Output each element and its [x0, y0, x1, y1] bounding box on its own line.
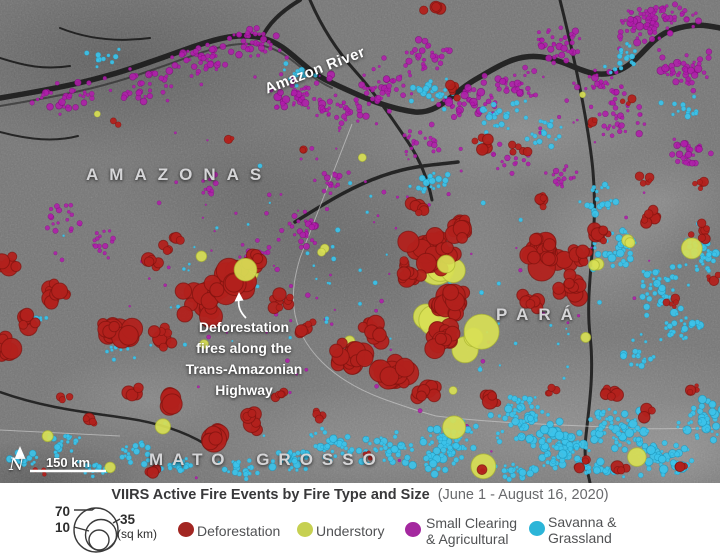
- annotation-arrow-icon: [234, 292, 247, 319]
- north-arrow-label: N: [9, 455, 24, 475]
- legend-label-deforestation: Deforestation: [197, 523, 281, 539]
- north-arrow-icon: [14, 446, 26, 459]
- legend-label-understory: Understory: [316, 523, 385, 539]
- highway-fires-annotation: Deforestation fires along the Trans-Amaz…: [185, 319, 303, 398]
- satellite-basemap: AMAZONAS PARÁ MATO GROSSO Amazon River D…: [0, 0, 720, 483]
- small-clearing-swatch-icon: [405, 522, 421, 537]
- figure-title-main: VIIRS Active Fire Events by Fire Type an…: [111, 487, 430, 503]
- figure-title: VIIRS Active Fire Events by Fire Type an…: [0, 487, 720, 503]
- understory-swatch-icon: [297, 522, 313, 537]
- state-label-amazonas: AMAZONAS: [86, 165, 273, 184]
- figure-title-period: (June 1 - August 16, 2020): [437, 487, 609, 503]
- size-label-70: 70: [55, 504, 71, 519]
- map-graphics: [0, 0, 720, 483]
- state-label-para: PARÁ: [496, 305, 583, 324]
- scale-bar-label: 150 km: [45, 455, 91, 470]
- size-label-35: 35: [120, 512, 136, 527]
- caption-bar: VIIRS Active Fire Events by Fire Type an…: [0, 483, 720, 560]
- legend-label-small-clearing: Small Clearing & Agricultural: [426, 515, 518, 548]
- fire-dots: [0, 0, 720, 483]
- size-label-10: 10: [55, 520, 71, 535]
- legend-label-savanna: Savanna & Grassland: [548, 514, 617, 547]
- state-label-mato-grosso: MATO GROSSO: [149, 450, 385, 469]
- deforestation-swatch-icon: [178, 522, 194, 537]
- savanna-swatch-icon: [529, 521, 545, 536]
- size-unit-label: (sq km): [117, 527, 157, 541]
